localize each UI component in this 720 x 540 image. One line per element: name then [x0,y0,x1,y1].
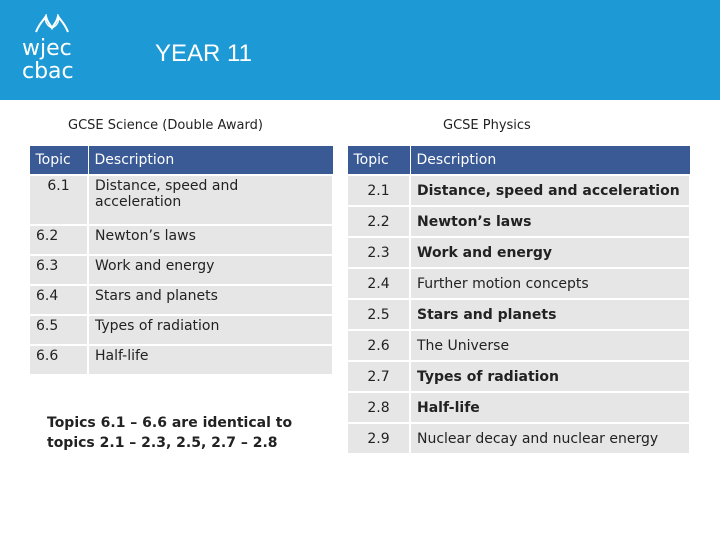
table-row: 6.4 Stars and planets [28,284,334,316]
topic-description: Types of radiation [87,314,334,346]
science-heading: GCSE Science (Double Award) [68,118,263,133]
topic-description: Newton’s laws [409,205,691,238]
topic-description: Work and energy [409,236,691,269]
table-row: 2.2 Newton’s laws [346,205,691,238]
table-row: 2.5 Stars and planets [346,298,691,331]
topic-description: Stars and planets [409,298,691,331]
table-row: 6.6 Half-life [28,344,334,376]
topic-description: Half-life [87,344,334,376]
logo-text-cbac: cbac [22,59,74,84]
table-row: 6.1 Distance, speed and acceleration [28,174,334,226]
column-header-description: Description [87,145,334,176]
topic-description: Half-life [409,391,691,424]
table-row: 6.5 Types of radiation [28,314,334,346]
topic-description: Distance, speed and acceleration [409,174,691,207]
topic-description: Distance, speed and acceleration [87,174,334,226]
topic-description: Types of radiation [409,360,691,393]
topic-description: Newton’s laws [87,224,334,256]
physics-topics-table: Topic Description 2.1 Distance, speed an… [346,145,691,455]
topic-description: The Universe [409,329,691,362]
topic-number: 6.5 [28,314,89,346]
topic-number: 2.6 [346,329,411,362]
table-row: 2.9 Nuclear decay and nuclear energy [346,422,691,455]
topic-description: Further motion concepts [409,267,691,300]
table-row: 2.4 Further motion concepts [346,267,691,300]
header-banner: wjec cbac YEAR 11 [0,0,720,100]
table-header-row: Topic Description [346,145,691,176]
topic-number: 6.1 [28,174,89,226]
topic-description: Work and energy [87,254,334,286]
logo-crown-icon [35,14,69,33]
column-header-topic: Topic [28,145,89,176]
table-row: 2.7 Types of radiation [346,360,691,393]
topic-number: 2.7 [346,360,411,393]
topic-number: 6.2 [28,224,89,256]
science-topics-table: Topic Description 6.1 Distance, speed an… [28,145,334,376]
topic-number: 2.2 [346,205,411,238]
page-title: YEAR 11 [155,40,252,67]
topic-number: 6.3 [28,254,89,286]
table-row: 2.3 Work and energy [346,236,691,269]
identical-topics-note: Topics 6.1 – 6.6 are identical to topics… [47,415,293,451]
topic-description: Nuclear decay and nuclear energy [409,422,691,455]
topic-description: Stars and planets [87,284,334,316]
column-header-topic: Topic [346,145,411,176]
logo-text-wjec: wjec [22,36,72,61]
topic-number: 2.3 [346,236,411,269]
column-header-description: Description [409,145,691,176]
topic-number: 2.5 [346,298,411,331]
table-row: 6.3 Work and energy [28,254,334,286]
table-header-row: Topic Description [28,145,334,176]
wjec-logo: wjec cbac [18,14,98,86]
physics-heading: GCSE Physics [443,118,531,133]
table-row: 2.1 Distance, speed and acceleration [346,174,691,207]
topic-number: 2.8 [346,391,411,424]
table-row: 2.8 Half-life [346,391,691,424]
topic-number: 2.1 [346,174,411,207]
topic-number: 6.4 [28,284,89,316]
topic-number: 2.4 [346,267,411,300]
topic-number: 6.6 [28,344,89,376]
table-row: 2.6 The Universe [346,329,691,362]
topic-number: 2.9 [346,422,411,455]
table-row: 6.2 Newton’s laws [28,224,334,256]
